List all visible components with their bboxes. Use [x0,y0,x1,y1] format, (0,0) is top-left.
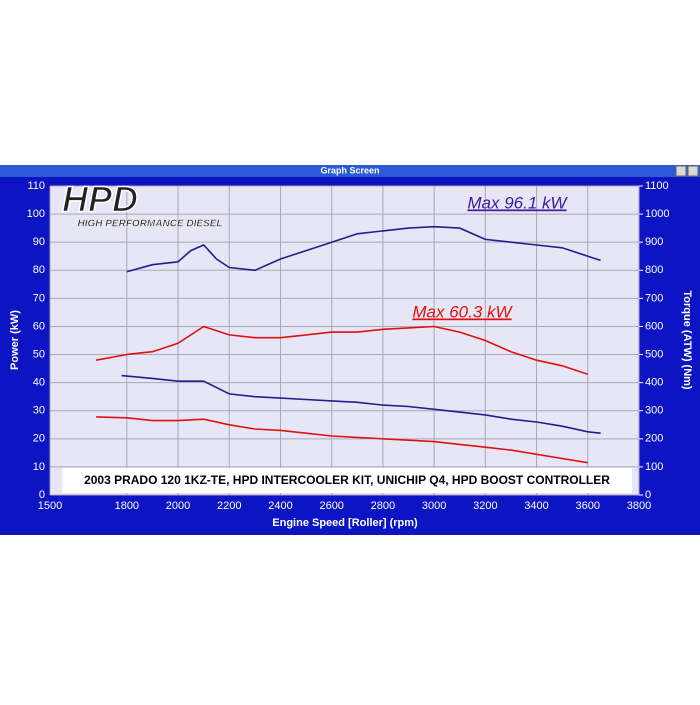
caption-box [62,468,632,493]
x-tick-label: 1800 [115,500,139,512]
help-button[interactable] [675,165,687,177]
data-line [121,374,601,434]
y2-tick-label: 100 [645,461,663,473]
y2-tick-label: 300 [645,405,663,417]
y-tick-label: 0 [39,489,45,501]
y2-tick-label: 800 [645,264,663,276]
logo-subtitle: HIGH PERFORMANCE DIESEL [77,219,222,230]
x-tick-label: 1500 [38,500,62,512]
y2-tick-label: 400 [645,377,663,389]
plot-area [50,186,639,495]
x-tick-label: 2800 [371,500,395,512]
title-bar [0,165,700,177]
window-title: Graph Screen [320,165,379,175]
y2-tick-label: 900 [645,236,663,248]
annotation: Max 60.3 kW [412,302,513,321]
y-tick-label: 70 [33,292,45,304]
x-tick-label: 3000 [422,500,446,512]
annotation: Max 96.1 kW [467,193,568,212]
x-tick-label: 2000 [166,500,190,512]
x-tick-label: 3200 [473,500,497,512]
x-tick-label: 3600 [576,500,600,512]
y2-tick-label: 0 [645,489,651,501]
y-tick-label: 10 [33,461,45,473]
close-button[interactable] [687,165,699,177]
data-line [126,225,601,273]
caption: 2003 PRADO 120 1KZ-TE, HPD INTERCOOLER K… [84,473,610,487]
y-tick-label: 30 [33,405,45,417]
x-tick-label: 2200 [217,500,241,512]
y-tick-label: 20 [33,433,45,445]
x-tick-label: 3400 [524,500,548,512]
x-tick-label: 2600 [319,500,343,512]
y2-tick-label: 1000 [645,208,669,220]
y2-tick-label: 1100 [645,180,669,192]
y-tick-label: 40 [33,377,45,389]
y-tick-label: 50 [33,348,45,360]
x-axis-label: Engine Speed [Roller] (rpm) [272,517,418,529]
data-line [96,416,588,464]
y-axis-label: Power (kW) [9,310,21,370]
y-tick-label: 100 [27,208,45,220]
y-tick-label: 90 [33,236,45,248]
y2-tick-label: 700 [645,292,663,304]
x-tick-label: 3800 [627,500,651,512]
y2-tick-label: 200 [645,433,663,445]
x-tick-label: 2400 [268,500,292,512]
y-tick-label: 80 [33,264,45,276]
y2-tick-label: 600 [645,320,663,332]
data-line [95,325,589,375]
y2-axis-label: Torque (ATW) (Nm) [681,290,693,390]
logo: HPD [62,179,138,220]
y2-tick-label: 500 [645,348,663,360]
y-tick-label: 110 [27,180,45,192]
y-tick-label: 60 [33,320,45,332]
